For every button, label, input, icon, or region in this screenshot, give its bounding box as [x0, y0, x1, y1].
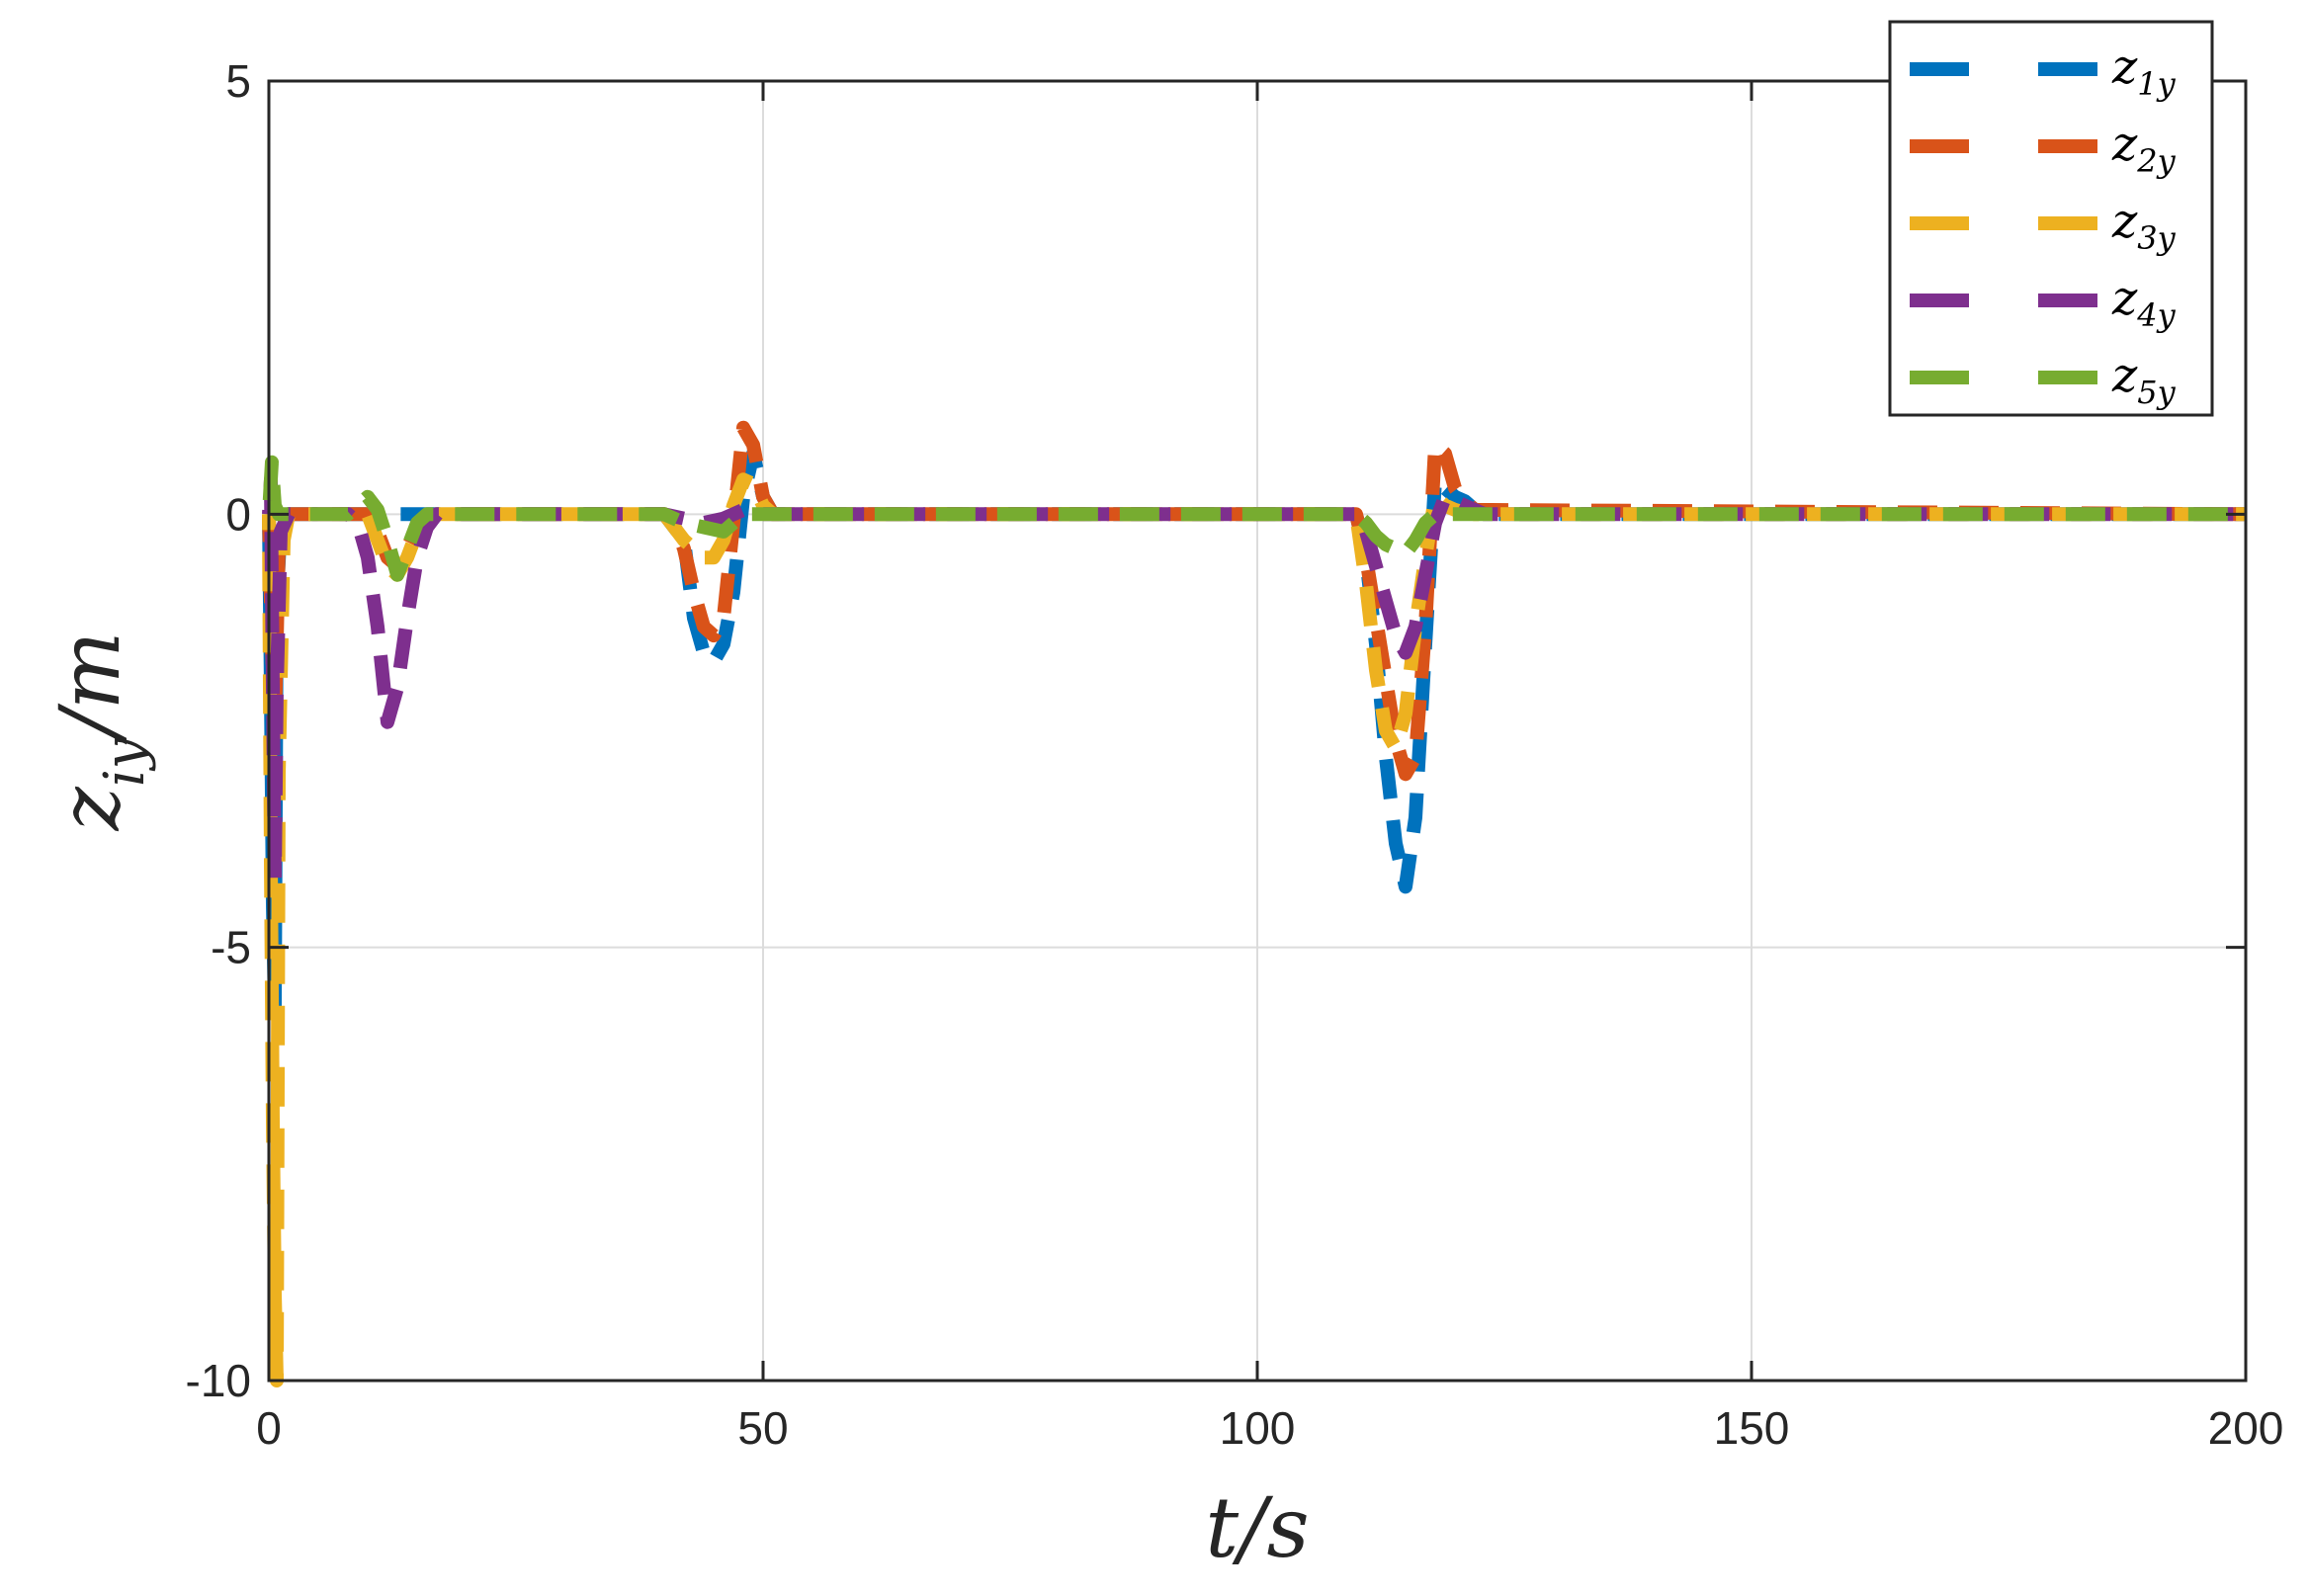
x-tick-label: 150 [1714, 1402, 1790, 1454]
series-line-5 [262, 455, 2246, 582]
x-tick-label: 0 [256, 1402, 282, 1454]
legend-label-1: z1y [2111, 40, 2177, 103]
legend: z1y z2y z3y z4y z5y [1888, 20, 2214, 417]
series-lines [262, 420, 2247, 1387]
y-axis-title: ziy/m [42, 631, 157, 832]
axis-labels: 0 50 100 150 200 -10 -5 0 5 t/s ziy/m [42, 55, 2283, 1576]
y-tick-label: 5 [225, 55, 251, 107]
y-tick-label: -10 [186, 1355, 251, 1406]
axis-ticks [267, 79, 2248, 1383]
legend-label-4: z4y [2111, 271, 2177, 334]
legend-label-2: z2y [2111, 117, 2177, 180]
x-tick-label: 50 [737, 1402, 788, 1454]
x-tick-label: 200 [2208, 1402, 2284, 1454]
legend-label-3: z3y [2111, 194, 2177, 257]
y-tick-label: 0 [225, 488, 251, 540]
legend-label-5: z5y [2111, 348, 2177, 411]
x-axis-title: t/s [1205, 1479, 1309, 1576]
x-tick-label: 100 [1220, 1402, 1296, 1454]
y-tick-label: -5 [211, 922, 251, 973]
